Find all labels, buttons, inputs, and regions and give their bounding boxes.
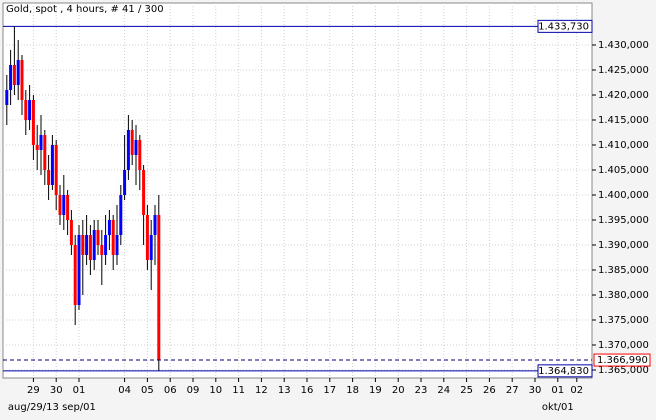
x-tick-label: 12 xyxy=(255,385,268,396)
x-tick-label: 30 xyxy=(529,385,542,396)
candle-body xyxy=(69,220,73,245)
low-line-label-box xyxy=(537,364,593,378)
candle-body xyxy=(5,90,9,105)
candle-body xyxy=(73,245,77,305)
x-tick-label: 11 xyxy=(232,385,245,396)
x-tick-label: 05 xyxy=(141,385,154,396)
candle-body xyxy=(119,195,123,235)
candle-body xyxy=(28,100,32,120)
y-tick-label: 1.425,000 xyxy=(598,65,649,76)
x-tick-label: 25 xyxy=(460,385,473,396)
x-tick-label: 01 xyxy=(551,385,564,396)
candle-body xyxy=(115,235,119,255)
x-tick-label: 27 xyxy=(506,385,519,396)
candle-body xyxy=(24,100,28,120)
x-tick-label: 01 xyxy=(73,385,86,396)
candle-body xyxy=(39,135,43,150)
x-period-label: aug/29/13 xyxy=(8,402,59,413)
x-period-label: okt/01 xyxy=(542,402,574,413)
y-tick-label: 1.430,000 xyxy=(598,40,649,51)
candle-body xyxy=(88,235,92,260)
high-line-label: 1.433,730 xyxy=(538,21,589,32)
x-tick-label: 19 xyxy=(369,385,382,396)
high-line-label-box xyxy=(537,19,593,33)
x-tick-label: 18 xyxy=(346,385,359,396)
candle-body xyxy=(130,130,134,155)
candle-body xyxy=(35,145,39,150)
candle-body xyxy=(142,170,146,215)
y-tick-label: 1.415,000 xyxy=(598,115,649,126)
candle-body xyxy=(104,235,108,255)
x-tick-label: 04 xyxy=(118,385,131,396)
candle-body xyxy=(134,140,138,155)
y-tick-label: 1.410,000 xyxy=(598,140,649,151)
candle-body xyxy=(126,130,130,170)
candle-body xyxy=(20,60,24,100)
x-tick-label: 10 xyxy=(209,385,222,396)
y-tick-label: 1.395,000 xyxy=(598,215,649,226)
x-tick-label: 23 xyxy=(415,385,428,396)
chart-title: Gold, spot , 4 hours, # 41 / 300 xyxy=(6,4,164,15)
x-tick-label: 29 xyxy=(27,385,40,396)
candle-body xyxy=(111,220,115,255)
candle-body xyxy=(31,100,35,145)
x-tick-label: 17 xyxy=(323,385,336,396)
candle-body xyxy=(62,195,66,215)
candle-body xyxy=(149,235,153,260)
y-tick-label: 1.390,000 xyxy=(598,240,649,251)
candle-body xyxy=(153,215,157,235)
x-tick-label: 24 xyxy=(437,385,450,396)
x-tick-label: 30 xyxy=(50,385,63,396)
x-period-label: sep/01 xyxy=(62,402,96,413)
candle-body xyxy=(47,170,51,185)
y-tick-label: 1.370,000 xyxy=(598,340,649,351)
current-price-line-label: 1.366,990 xyxy=(597,355,648,366)
x-tick-label: 16 xyxy=(301,385,314,396)
x-tick-label: 13 xyxy=(278,385,291,396)
candle-body xyxy=(77,235,81,305)
candle-body xyxy=(123,170,127,195)
candle-body xyxy=(85,235,89,255)
candle-body xyxy=(96,230,100,245)
y-tick-label: 1.380,000 xyxy=(598,290,649,301)
candle-body xyxy=(66,195,70,220)
y-tick-label: 1.375,000 xyxy=(598,315,649,326)
x-tick-label: 02 xyxy=(570,385,583,396)
x-tick-label: 09 xyxy=(187,385,200,396)
candle-body xyxy=(138,140,142,170)
plot-area xyxy=(2,2,593,379)
candle-body xyxy=(16,60,20,85)
candle-body xyxy=(50,145,54,185)
candle-body xyxy=(81,235,85,255)
candle-body xyxy=(58,195,62,215)
current-price-line-label-box xyxy=(593,353,651,367)
x-tick-label: 06 xyxy=(164,385,177,396)
x-tick-label: 20 xyxy=(392,385,405,396)
candle-body xyxy=(54,145,58,195)
y-tick-label: 1.400,000 xyxy=(598,190,649,201)
candle-body xyxy=(100,245,104,255)
candle-body xyxy=(12,65,16,85)
y-tick-label: 1.420,000 xyxy=(598,90,649,101)
candle-body xyxy=(92,230,96,260)
x-tick-label: 26 xyxy=(483,385,496,396)
candle-body xyxy=(107,220,111,235)
candle-body xyxy=(145,215,149,260)
low-line-label: 1.364,830 xyxy=(538,366,589,377)
candle-body xyxy=(43,135,47,170)
y-tick-label: 1.385,000 xyxy=(598,265,649,276)
candle-body xyxy=(9,65,13,90)
y-tick-label: 1.405,000 xyxy=(598,165,649,176)
candle-body xyxy=(157,215,161,361)
y-tick-label: 1.365,000 xyxy=(598,365,649,376)
